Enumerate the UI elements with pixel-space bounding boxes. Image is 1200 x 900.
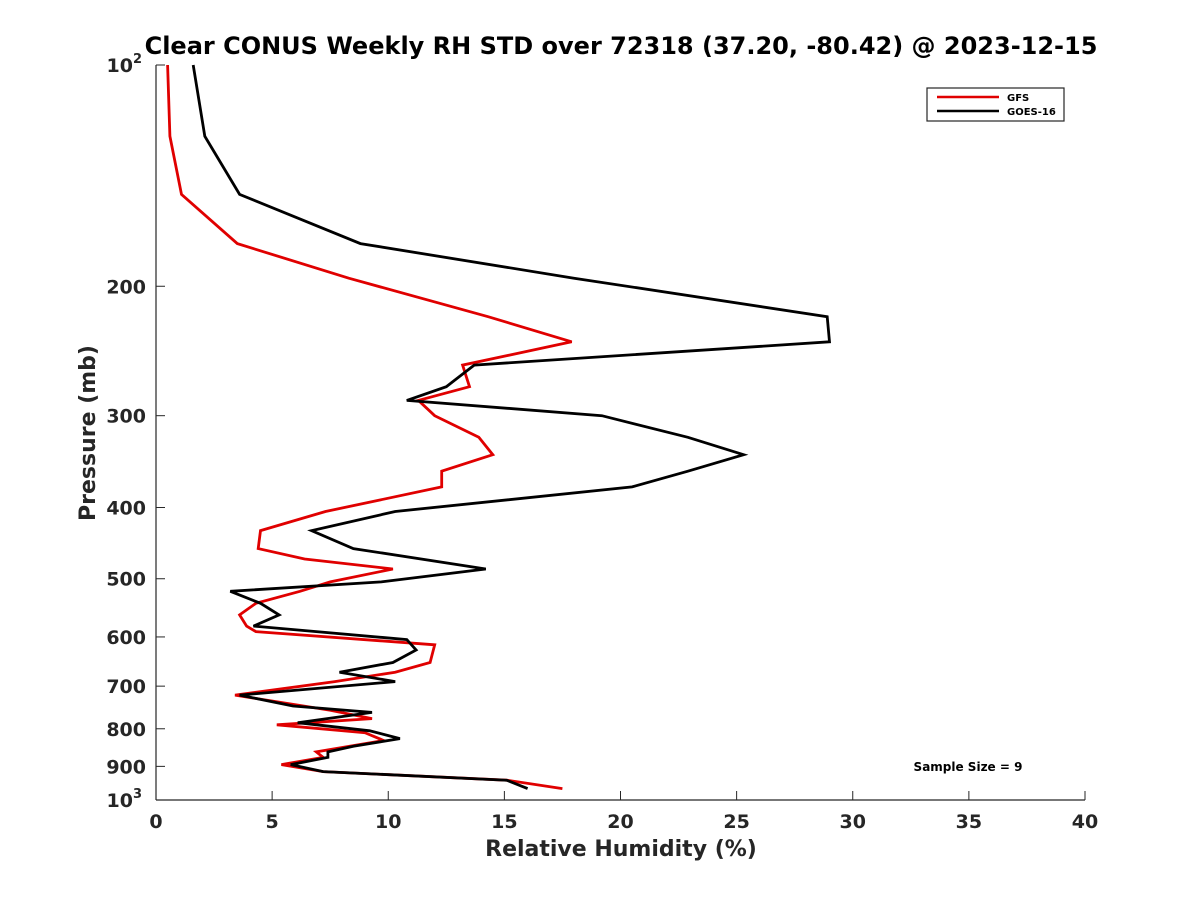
legend-label: GFS <box>1007 93 1029 104</box>
legend-box <box>926 87 1065 122</box>
y-tick-label: 800 <box>106 719 146 741</box>
y-tick-label: 400 <box>106 498 146 520</box>
x-axis-label: Relative Humidity (%) <box>485 837 757 862</box>
y-tick-label: 700 <box>106 676 146 698</box>
legend: GFS GOES-16 <box>926 87 1065 122</box>
legend-label: GOES-16 <box>1007 107 1056 118</box>
x-tick-label: 5 <box>266 811 279 833</box>
x-tick-label: 40 <box>1072 811 1098 833</box>
y-tick-label: 300 <box>106 406 146 428</box>
ticks-layer: 0 5 10 15 20 25 30 35 40 102 200 300 400 500 600 700 800… <box>106 52 1098 833</box>
series-layer <box>166 64 832 790</box>
x-tick-label: 0 <box>149 811 162 833</box>
y-axis-label: Pressure (mb) <box>76 345 101 521</box>
y-tick-label: 500 <box>106 569 146 591</box>
x-tick-label: 20 <box>607 811 633 833</box>
y-tick-label: 900 <box>106 756 146 778</box>
x-tick-label: 10 <box>375 811 401 833</box>
x-tick-label: 15 <box>491 811 517 833</box>
y-tick-label: 200 <box>106 276 146 298</box>
chart-title: Clear CONUS Weekly RH STD over 72318 (37… <box>145 32 1098 60</box>
y-tick-label: 103 <box>107 787 143 812</box>
x-tick-label: 30 <box>840 811 866 833</box>
x-tick-label: 35 <box>956 811 982 833</box>
x-tick-label: 25 <box>723 811 749 833</box>
y-tick-label: 102 <box>107 52 143 77</box>
sample-size-annotation: Sample Size = 9 <box>914 760 1023 774</box>
series-line-goes-16 <box>191 64 832 790</box>
y-tick-label: 600 <box>106 627 146 649</box>
